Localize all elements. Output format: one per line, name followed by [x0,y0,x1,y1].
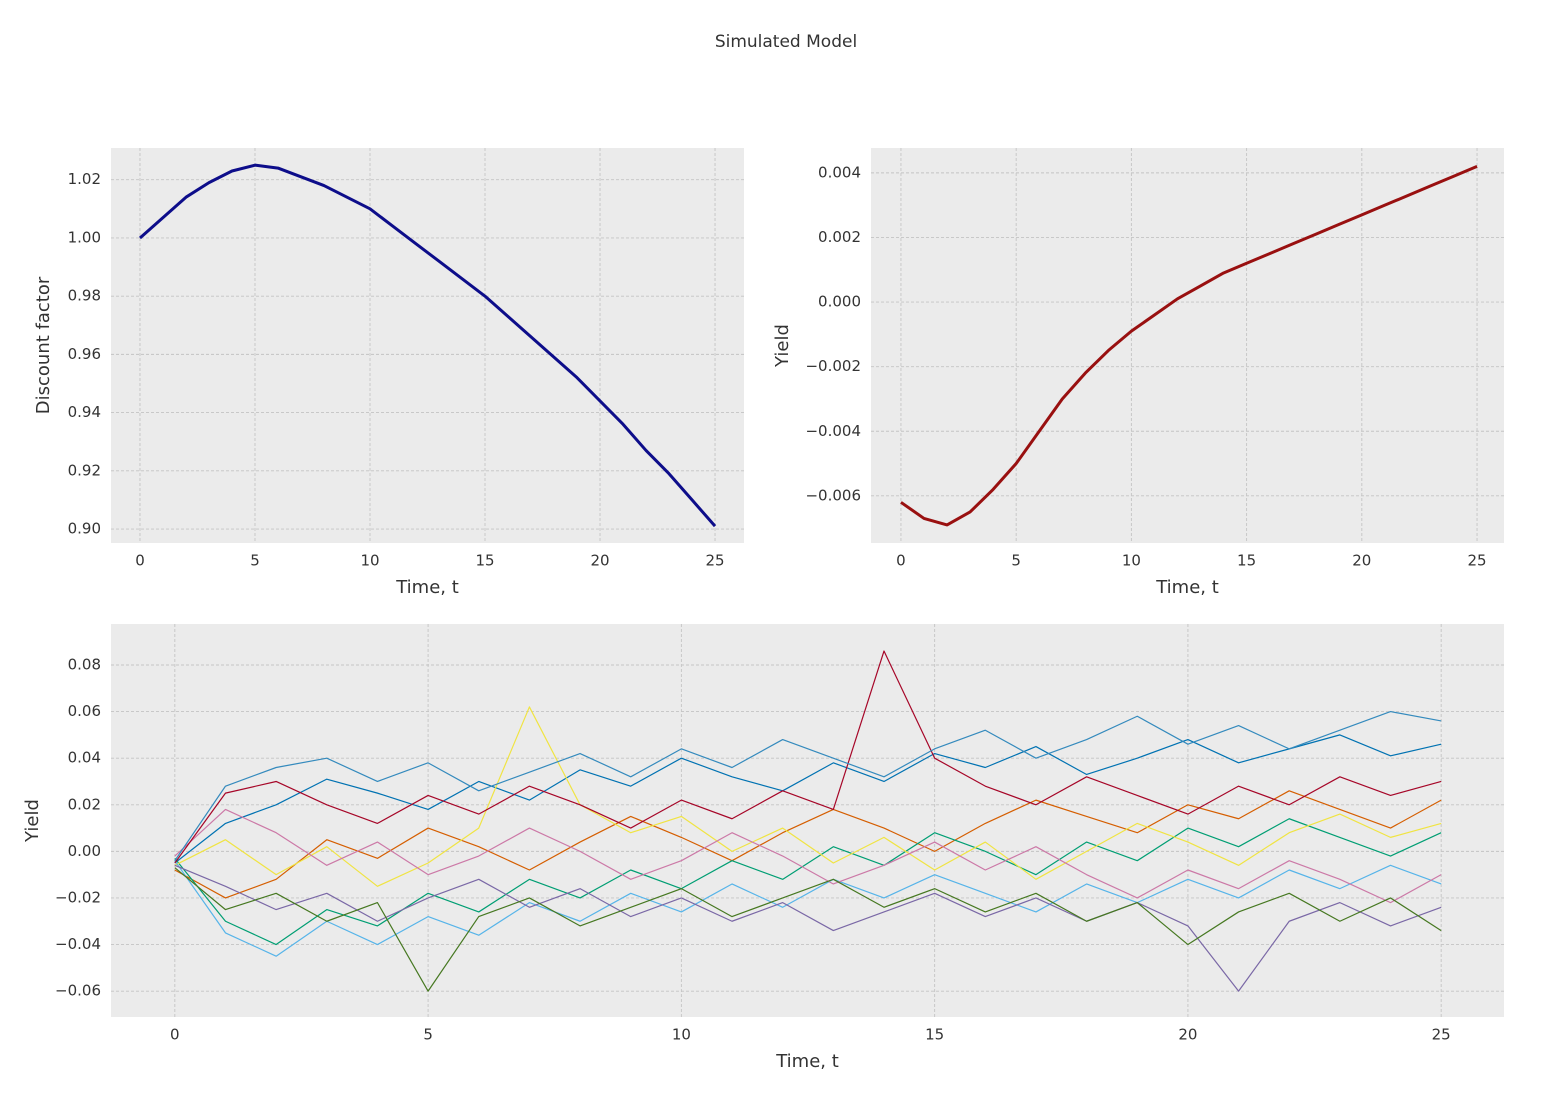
x-tick-label: 25 [705,552,724,570]
data-line [174,808,1442,904]
y-tick-label: −0.06 [55,982,101,1000]
y-tick-label: −0.04 [55,935,101,953]
data-line [174,818,1442,946]
y-tick-label: 0.004 [818,163,861,181]
x-axis-label: Time, t [395,577,459,598]
x-tick-label: 20 [1352,552,1371,570]
data-line [138,163,717,528]
y-tick-label: 0.92 [68,461,101,479]
x-tick-label: 10 [672,1026,691,1044]
y-tick-label: −0.002 [805,357,861,375]
y-tick-label: 0.90 [68,520,101,538]
x-tick-label: 20 [590,552,609,570]
y-tick-label: −0.004 [805,422,861,440]
plot-area [174,650,1442,992]
x-tick-label: 5 [1011,552,1021,570]
y-tick-label: 0.94 [68,403,101,421]
x-tick-label: 10 [360,552,379,570]
x-tick-label: 0 [170,1026,180,1044]
plot-background [111,624,1504,1017]
y-tick-label: 0.000 [818,293,861,311]
x-tick-label: 10 [1122,552,1141,570]
data-line [900,165,1478,527]
y-tick-label: 0.04 [68,749,101,767]
y-axis-label: Discount factor [33,276,54,414]
x-tick-label: 5 [250,552,260,570]
plot-area [138,163,717,528]
x-tick-label: 25 [1467,552,1486,570]
plot-background [871,148,1504,543]
x-tick-label: 5 [423,1026,433,1044]
y-tick-label: −0.006 [805,486,861,504]
data-line [174,706,1442,887]
y-axis-label: Yield [772,324,793,368]
x-tick-label: 25 [1432,1026,1451,1044]
data-line [174,867,1442,992]
y-tick-label: 0.98 [68,287,101,305]
data-line [174,860,1442,957]
x-tick-label: 15 [925,1026,944,1044]
figure-title: Simulated Model [715,32,857,52]
x-tick-label: 20 [1178,1026,1197,1044]
y-tick-label: 0.00 [68,842,101,860]
y-tick-label: 0.96 [68,345,101,363]
data-line [174,734,1442,864]
x-axis-label: Time, t [775,1051,839,1072]
x-tick-label: 0 [896,552,906,570]
y-tick-label: 1.02 [68,170,101,188]
x-axis-label: Time, t [1155,577,1219,598]
plot-background [111,148,744,543]
plot-area [900,165,1478,527]
y-axis-label: Yield [22,799,43,843]
x-tick-label: 15 [1237,552,1256,570]
y-tick-label: −0.02 [55,888,101,906]
data-line [174,710,1442,862]
x-tick-label: 0 [135,552,145,570]
y-tick-label: 1.00 [68,228,101,246]
data-line [174,790,1442,899]
x-tick-label: 15 [475,552,494,570]
y-tick-label: 0.002 [818,228,861,246]
data-line [174,650,1442,864]
y-tick-label: 0.08 [68,656,101,674]
y-tick-label: 0.02 [68,795,101,813]
y-tick-label: 0.06 [68,702,101,720]
